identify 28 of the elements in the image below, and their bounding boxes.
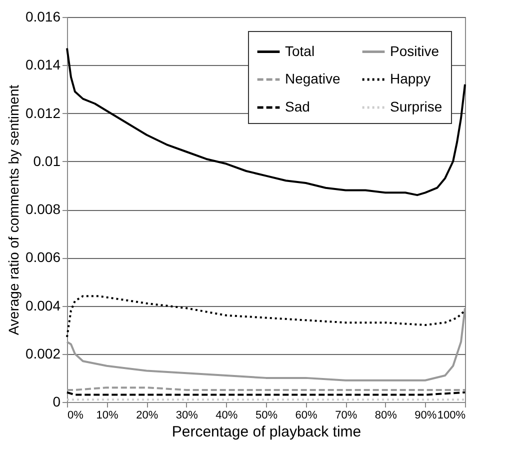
x-tick-label: 10%	[96, 410, 119, 422]
x-tick-label: 80%	[374, 410, 398, 422]
legend-label: Happy	[390, 70, 430, 86]
y-tick-label: 0.01	[33, 152, 61, 169]
x-tick-label: 70%	[335, 410, 358, 422]
y-tick-label: 0.004	[25, 297, 61, 314]
y-tick-label: 0.012	[25, 104, 61, 121]
y-tick-label: 0.006	[25, 249, 61, 266]
legend-label: Total	[285, 42, 315, 59]
x-tick-label: 40%	[216, 410, 238, 422]
x-tick-label: 20%	[136, 410, 158, 422]
y-axis-title: Average ratio of comments by sentiment	[5, 84, 22, 336]
x-axis-title: Percentage of playback time	[172, 424, 362, 440]
y-tick-label: 0.014	[25, 56, 61, 73]
x-tick-label: 90%	[414, 410, 437, 422]
legend-label: Negative	[285, 70, 340, 86]
x-tick-label: 60%	[295, 410, 318, 422]
x-tick-label: 0%	[68, 410, 84, 422]
y-tick-label: 0.008	[25, 201, 61, 217]
x-tick-label: 30%	[176, 410, 198, 422]
y-tick-label: 0.002	[25, 345, 61, 362]
legend-label: Positive	[390, 42, 440, 59]
x-tick-label: 50%	[255, 410, 278, 422]
legend-label: Surprise	[390, 98, 442, 114]
y-tick-label: 0.016	[25, 8, 61, 24]
y-tick-label: 0	[52, 394, 61, 410]
legend-label: Sad	[285, 98, 310, 114]
x-tick-label: 100%	[437, 410, 466, 422]
